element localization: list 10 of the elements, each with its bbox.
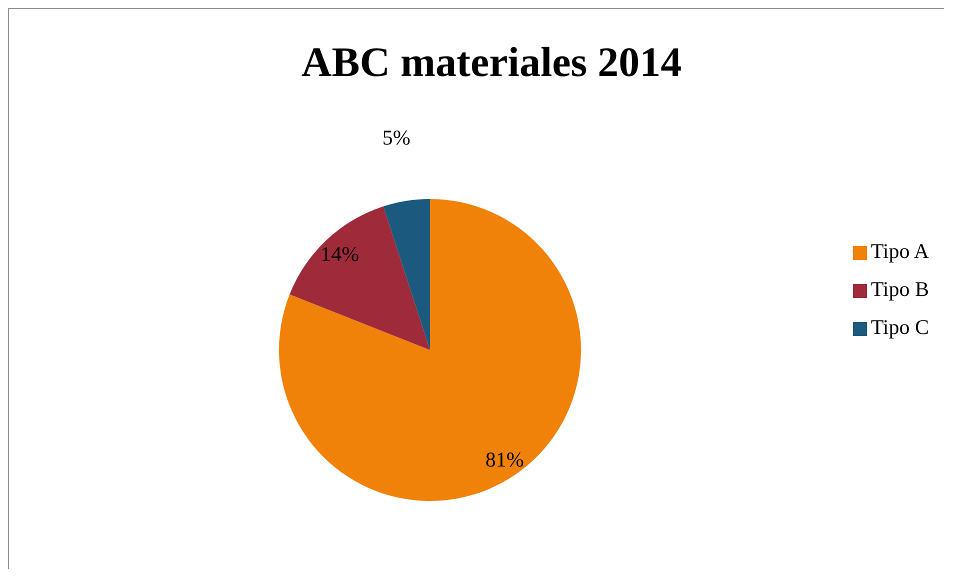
pie-slice [279, 199, 581, 501]
legend-label: Tipo C [870, 315, 929, 339]
legend-label: Tipo A [870, 239, 929, 263]
data-label: 81% [485, 448, 524, 472]
legend-label: Tipo B [870, 277, 929, 301]
data-label: 14% [320, 242, 360, 266]
pie-slice [290, 206, 430, 350]
data-label: 5% [382, 126, 410, 150]
pie-slice [383, 199, 430, 350]
chart-title: ABC materiales 2014 [300, 39, 683, 87]
